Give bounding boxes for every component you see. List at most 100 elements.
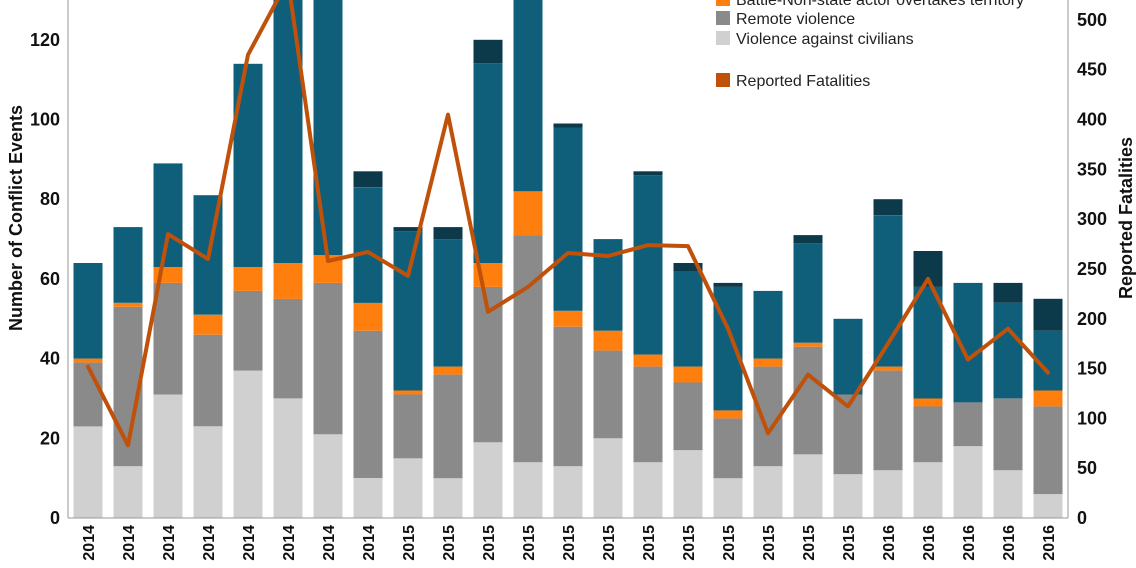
x-tick-label-16: 2015: [721, 525, 738, 561]
bar-segment-4-2: [233, 267, 263, 291]
bar-segment-2-3: [153, 163, 183, 267]
bar-segment-12-0: [553, 466, 583, 518]
bar-segment-21-2: [913, 398, 943, 407]
right-tick-label-450: 450: [1077, 60, 1107, 80]
bar-segment-22-1: [953, 402, 983, 447]
bar-segment-5-1: [273, 298, 303, 399]
left-tick-label-60: 60: [40, 269, 60, 289]
bar-segment-24-2: [1033, 390, 1063, 407]
x-tick-label-4: 2014: [241, 525, 258, 561]
bar-segment-9-4: [433, 227, 463, 240]
bar-segment-7-1: [353, 330, 383, 479]
bar-segment-8-4: [393, 227, 423, 232]
bar-segment-7-3: [353, 187, 383, 303]
bar-segment-3-0: [193, 426, 223, 518]
bar-segment-12-2: [553, 310, 583, 327]
bar-segment-3-1: [193, 334, 223, 427]
bar-segment-13-0: [593, 438, 623, 518]
x-tick-label-13: 2015: [601, 525, 618, 561]
right-tick-label-200: 200: [1077, 309, 1107, 329]
bar-segment-4-0: [233, 370, 263, 518]
bar-segment-24-1: [1033, 406, 1063, 495]
bar-segment-8-2: [393, 390, 423, 395]
bar-segment-14-1: [633, 366, 663, 463]
bar-segment-20-2: [873, 366, 903, 371]
bar-segment-22-0: [953, 446, 983, 518]
y2-axis-title: Reported Fatalities: [1116, 137, 1136, 299]
bar-segment-0-0: [73, 426, 103, 518]
x-tick-label-15: 2015: [681, 525, 698, 561]
bar-segment-17-2: [753, 358, 783, 367]
axes-layer: [67, 0, 1069, 519]
x-tick-label-21: 2016: [921, 525, 938, 561]
bar-segment-8-0: [393, 458, 423, 518]
bar-segment-14-3: [633, 175, 663, 355]
legend-swatch-1: [716, 11, 730, 25]
x-tick-label-8: 2015: [401, 525, 418, 561]
bar-segment-16-2: [713, 410, 743, 419]
x-tick-label-18: 2015: [801, 525, 818, 561]
left-tick-label-120: 120: [30, 30, 60, 50]
left-tick-label-80: 80: [40, 189, 60, 209]
bar-segment-15-3: [673, 271, 703, 367]
bar-segment-10-0: [473, 442, 503, 518]
bar-segment-6-0: [313, 434, 343, 518]
bar-segment-5-0: [273, 398, 303, 518]
bar-segment-12-1: [553, 326, 583, 467]
x-tick-label-23: 2016: [1001, 525, 1018, 561]
bar-segment-11-2: [513, 191, 543, 236]
bar-segment-16-1: [713, 418, 743, 479]
bar-segment-15-4: [673, 263, 703, 271]
bar-segment-9-1: [433, 374, 463, 479]
fatalities-line-layer: [86, 0, 1050, 448]
x-tick-label-20: 2016: [881, 525, 898, 561]
bar-segment-23-3: [993, 302, 1023, 399]
x-tick-label-9: 2015: [441, 525, 458, 561]
bar-segment-0-1: [73, 362, 103, 427]
right-tick-label-50: 50: [1077, 458, 1097, 478]
bar-segment-2-1: [153, 282, 183, 395]
bar-segment-20-0: [873, 470, 903, 518]
bar-segment-23-1: [993, 398, 1023, 471]
bar-segment-1-0: [113, 466, 143, 518]
right-tick-label-100: 100: [1077, 408, 1107, 428]
bar-segment-12-3: [553, 127, 583, 311]
legend-label-3: Reported Fatalities: [736, 73, 870, 90]
x-tick-label-10: 2015: [481, 525, 498, 561]
bar-segment-15-1: [673, 382, 703, 451]
bar-segment-18-4: [793, 235, 823, 244]
legend: Battle-Non-state actor overtakes territo…: [716, 0, 1024, 90]
x-tick-label-12: 2015: [561, 525, 578, 561]
x-tick-label-22: 2016: [961, 525, 978, 561]
right-tick-label-500: 500: [1077, 10, 1107, 30]
bar-segment-14-2: [633, 354, 663, 367]
bar-segment-10-3: [473, 63, 503, 263]
bar-segment-18-2: [793, 342, 823, 347]
bar-segment-21-3: [913, 286, 943, 399]
right-tick-label-400: 400: [1077, 110, 1107, 130]
right-tick-label-150: 150: [1077, 359, 1107, 379]
bar-segment-19-0: [833, 474, 863, 518]
right-tick-label-350: 350: [1077, 159, 1107, 179]
left-tick-label-0: 0: [50, 508, 60, 528]
bar-segment-19-3: [833, 318, 863, 395]
bar-segment-21-0: [913, 462, 943, 518]
left-tick-label-40: 40: [40, 349, 60, 369]
legend-swatch-2: [716, 31, 730, 45]
bar-segment-9-0: [433, 478, 463, 518]
bar-segment-24-0: [1033, 494, 1063, 518]
legend-label-1: Remote violence: [736, 11, 855, 28]
x-tick-label-19: 2015: [841, 525, 858, 561]
bar-segment-20-4: [873, 199, 903, 216]
bars-layer: [73, 0, 1063, 518]
y-axis-title: Number of Conflict Events: [6, 105, 26, 331]
x-tick-label-2: 2014: [161, 525, 178, 561]
x-tick-label-0: 2014: [81, 525, 98, 561]
legend-swatch-3: [716, 73, 730, 87]
bar-segment-4-3: [233, 63, 263, 267]
bar-segment-21-1: [913, 406, 943, 463]
bar-segment-23-0: [993, 470, 1023, 518]
bar-segment-13-2: [593, 330, 623, 351]
x-tick-label-6: 2014: [321, 525, 338, 561]
left-tick-label-100: 100: [30, 110, 60, 130]
